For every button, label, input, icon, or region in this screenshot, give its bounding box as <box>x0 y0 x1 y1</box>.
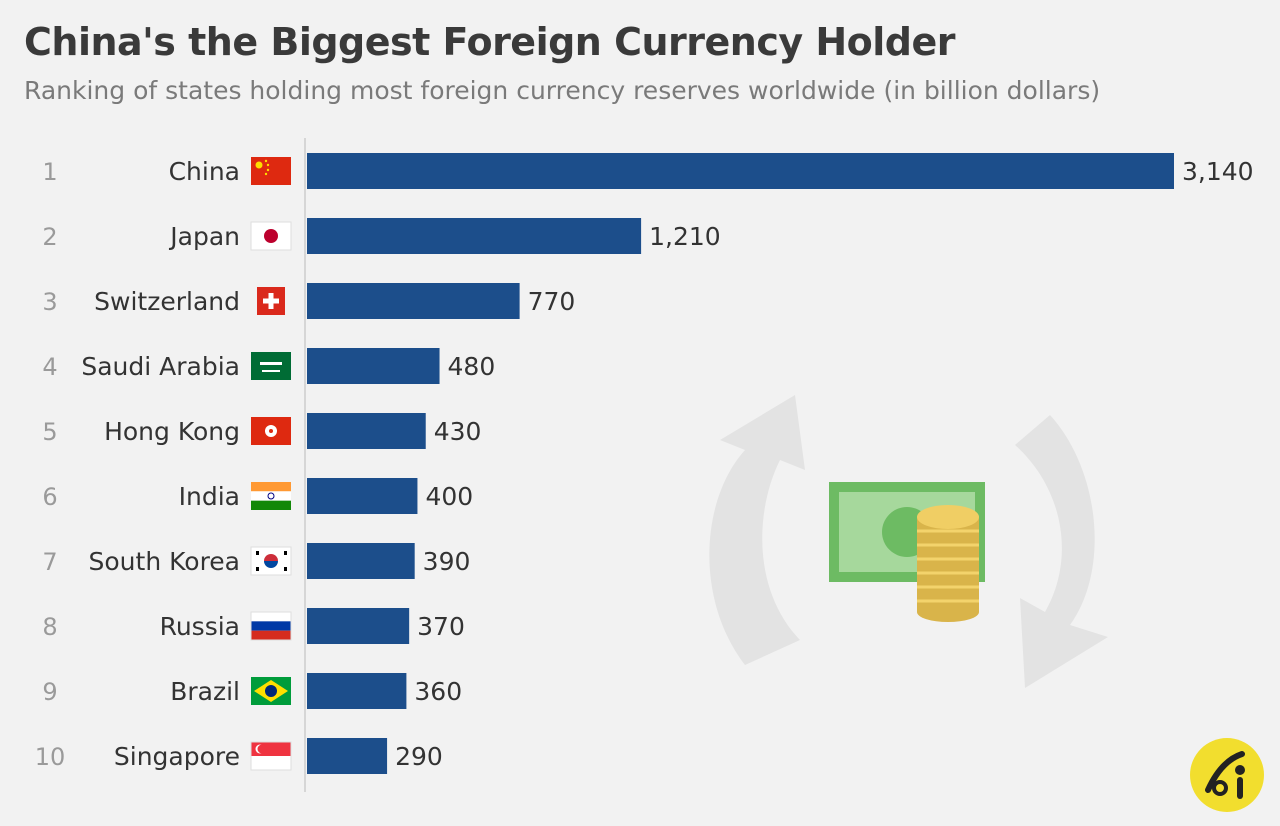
country-label: Brazil <box>170 677 240 706</box>
bar <box>307 608 410 644</box>
country-label: South Korea <box>89 547 240 576</box>
rank-label: 10 <box>35 743 66 771</box>
chart-subtitle: Ranking of states holding most foreign c… <box>24 76 1101 105</box>
rank-label: 8 <box>42 613 57 641</box>
value-label: 400 <box>425 482 473 511</box>
value-label: 390 <box>423 547 471 576</box>
rank-label: 4 <box>42 353 57 381</box>
country-label: Japan <box>168 222 240 251</box>
country-label: Russia <box>160 612 240 641</box>
bar <box>307 348 440 384</box>
value-label: 3,140 <box>1182 157 1254 186</box>
singapore-flag-icon <box>250 741 292 771</box>
bar <box>307 543 415 579</box>
bar <box>307 218 642 254</box>
bar <box>307 153 1174 189</box>
rank-label: 5 <box>42 418 57 446</box>
russia-flag-icon <box>250 611 292 641</box>
circular-arrow-right-icon <box>1015 415 1108 688</box>
india-flag-icon <box>251 482 291 510</box>
country-label: China <box>169 157 240 186</box>
bar <box>307 413 426 449</box>
bar <box>307 738 388 774</box>
rank-label: 7 <box>42 548 57 576</box>
country-label: India <box>179 482 240 511</box>
money-exchange-illustration <box>709 395 1108 688</box>
circular-arrow-left-icon <box>709 395 805 665</box>
logo-mark-icon <box>1205 751 1245 799</box>
china-flag-icon <box>251 157 291 185</box>
value-label: 770 <box>528 287 576 316</box>
country-label: Saudi Arabia <box>81 352 240 381</box>
value-label: 360 <box>414 677 462 706</box>
rank-label: 1 <box>42 158 57 186</box>
value-label: 1,210 <box>649 222 721 251</box>
country-label: Hong Kong <box>104 417 240 446</box>
hong-kong-flag-icon <box>251 417 291 445</box>
rank-label: 9 <box>42 678 57 706</box>
south-korea-flag-icon <box>250 546 292 576</box>
value-label: 370 <box>417 612 465 641</box>
bar <box>307 283 520 319</box>
bar <box>307 478 418 514</box>
value-label: 430 <box>434 417 482 446</box>
value-label: 290 <box>395 742 443 771</box>
switzerland-flag-icon <box>257 287 285 315</box>
country-label: Switzerland <box>94 287 240 316</box>
country-label: Singapore <box>114 742 240 771</box>
bar <box>307 673 407 709</box>
brand-logo <box>1190 738 1264 812</box>
coin-stack-icon <box>917 505 979 622</box>
saudi-arabia-flag-icon <box>251 352 291 380</box>
japan-flag-icon <box>250 221 292 251</box>
rank-label: 3 <box>42 288 57 316</box>
rank-label: 6 <box>42 483 57 511</box>
brazil-flag-icon <box>251 677 291 705</box>
value-label: 480 <box>448 352 496 381</box>
rank-label: 2 <box>42 223 57 251</box>
chart-title: China's the Biggest Foreign Currency Hol… <box>24 20 956 64</box>
